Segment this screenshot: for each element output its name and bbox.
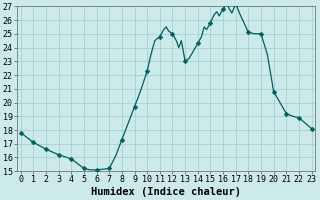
X-axis label: Humidex (Indice chaleur): Humidex (Indice chaleur): [91, 187, 241, 197]
